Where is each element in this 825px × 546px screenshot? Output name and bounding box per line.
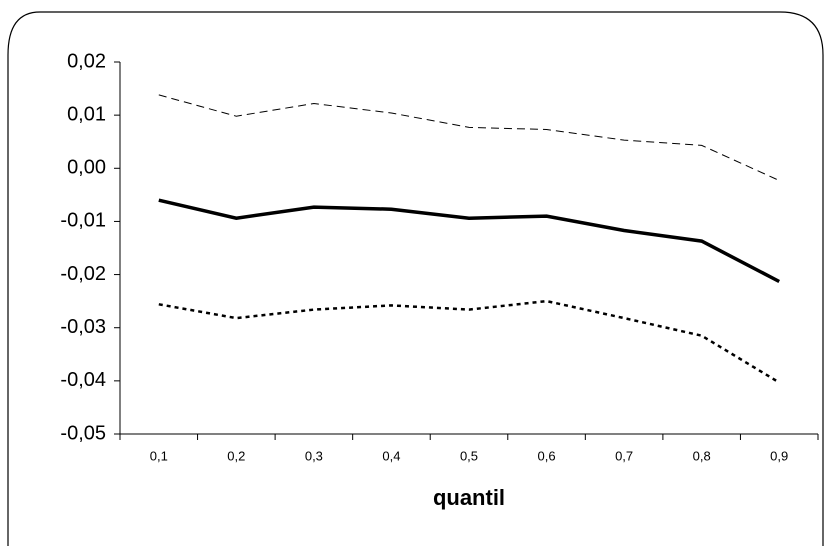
line-series	[158, 299, 780, 384]
y-tick-label: 0,02	[67, 50, 106, 72]
x-tick-label: 0,9	[770, 448, 788, 463]
y-tick-label: -0,03	[60, 316, 106, 338]
y-tick-label: -0,01	[60, 210, 106, 232]
x-tick-label: 0,8	[693, 448, 711, 463]
y-tick-label: 0,01	[67, 103, 106, 125]
x-tick-label: 0,2	[227, 448, 245, 463]
chart-frame	[7, 11, 824, 546]
x-tick-label: 0,6	[538, 448, 556, 463]
line-series	[158, 94, 780, 181]
x-tick-label: 0,3	[305, 448, 323, 463]
y-tick-label: -0,04	[60, 369, 106, 391]
x-tick-label: 0,5	[460, 448, 478, 463]
y-tick-label: -0,02	[60, 263, 106, 285]
x-tick-label: 0,4	[382, 448, 400, 463]
y-tick-label: 0,00	[67, 157, 106, 179]
x-tick-label: 0,1	[150, 448, 168, 463]
line-series	[158, 198, 781, 284]
x-axis-label: quantil	[433, 485, 505, 510]
y-tick-label: -0,05	[60, 422, 106, 444]
x-tick-label: 0,7	[615, 448, 633, 463]
